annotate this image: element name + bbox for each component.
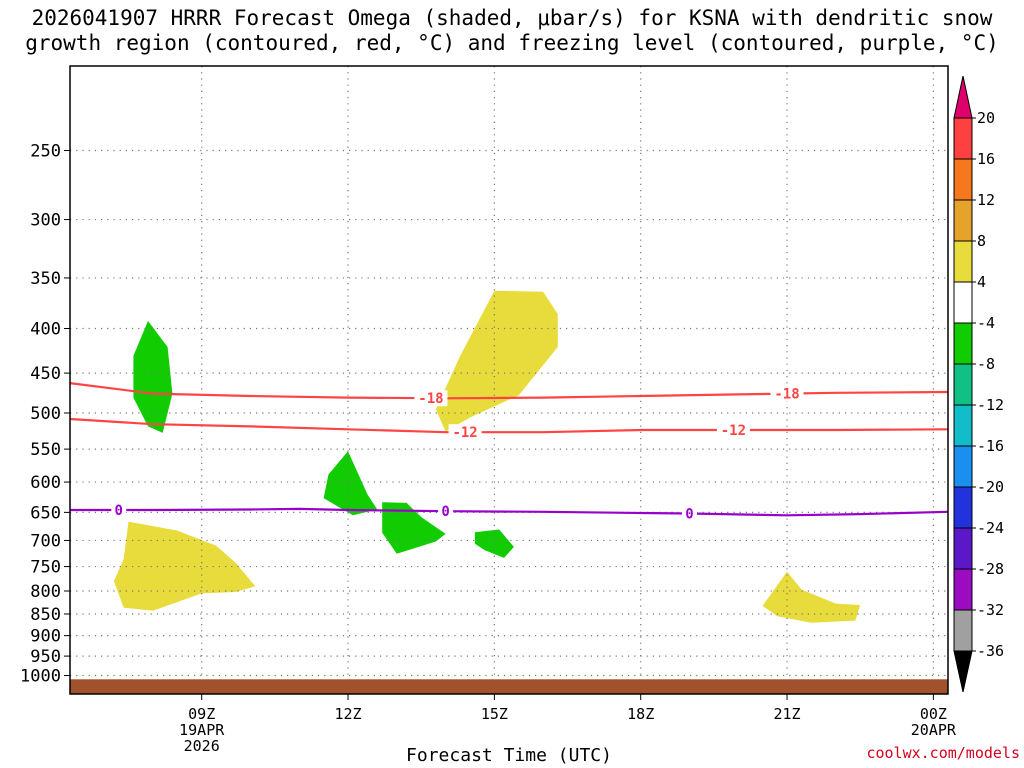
x-tick-label-09z-1: 09Z [188,705,215,723]
temperature-contours: -18 -18 -12 -12 0 0 0 [69,382,949,523]
colorbar-label-4: 8 [977,232,986,250]
contour-line-3 [70,507,949,517]
y-tick-label-600: 600 [30,473,61,493]
y-tick-label-550: 550 [30,440,61,460]
y-tick-label-750: 750 [30,558,61,578]
colorbar-bin-2 [953,158,973,201]
ground-surface [70,679,948,694]
colorbar-bin-6 [953,322,973,365]
colorbar-label-11: -24 [977,519,1004,537]
chart-title-line-2: growth region (contoured, red, °C) and f… [25,31,999,55]
omega-shading [113,290,861,623]
x-tick-label-00z-2: 20APR [911,721,957,739]
colorbar-bin-10 [953,486,973,529]
y-tick-label-850: 850 [30,605,61,625]
y-tick-label-300: 300 [30,211,61,231]
colorbar-bin-8 [953,404,973,447]
contour-label-3-3: 0 [685,507,693,523]
ground-layer [70,679,948,694]
omega-colorbar: 20 16 12 8 4 -4 -8 -12 -16 -20 -24 -28 -32 -36 [953,75,1004,693]
y-tick-label-500: 500 [30,404,61,424]
contour-label-2-2: -12 [721,423,746,439]
colorbar-bin-11 [953,527,973,570]
grid-lines [70,66,948,694]
omega-area-2 [323,451,378,516]
colorbar-label-7: -8 [977,355,995,373]
colorbar-label-3: 12 [977,191,995,209]
colorbar-label-8: -12 [977,396,1004,414]
x-tick-label-00z-1: 00Z [920,705,947,723]
omega-area-6 [113,521,256,611]
contour-label-2-1: -12 [452,425,477,441]
y-tick-label-650: 650 [30,503,61,523]
source-credit: coolwx.com/models [866,744,1020,762]
plot-frame [69,65,949,695]
colorbar-label-2: 16 [977,150,995,168]
omega-area-1 [133,320,173,433]
x-tick-label-12z-1: 12Z [334,705,361,723]
colorbar-label-5: 4 [977,273,986,291]
y-tick-label-1000: 1000 [20,667,61,687]
colorbar-bin-9 [953,445,973,488]
contour-label-1-2: -18 [774,387,799,403]
colorbar-bin-3 [953,199,973,242]
colorbar-label-14: -36 [977,642,1004,660]
contour-label-3-2: 0 [441,504,449,520]
chart-title-line-1: 2026041907 HRRR Forecast Omega (shaded, … [31,6,993,30]
omega-area-7 [762,571,861,623]
x-tick-label-09z-3: 2026 [184,737,220,755]
y-tick-label-400: 400 [30,320,61,340]
y-tick-label-950: 950 [30,647,61,667]
y-tick-label-450: 450 [30,364,61,384]
y-tick-label-350: 350 [30,269,61,289]
colorbar-label-1: 20 [977,109,995,127]
plot-border [69,65,949,695]
omega-area-5 [435,290,558,432]
y-axis-ticks: 2503003504004505005506006507007508008509… [20,142,70,687]
colorbar-label-6: -4 [977,314,995,332]
contour-label-bg-3-1 [111,502,127,519]
y-tick-label-800: 800 [30,582,61,602]
y-tick-label-250: 250 [30,142,61,162]
colorbar-label-10: -20 [977,478,1004,496]
colorbar-bottom-arrow [953,650,973,693]
colorbar-bin-7 [953,363,973,406]
chart-title: 2026041907 HRRR Forecast Omega (shaded, … [0,6,1024,56]
colorbar-label-13: -32 [977,601,1004,619]
x-tick-label-18z-1: 18Z [627,705,654,723]
contour-label-bg-3-2 [438,503,454,520]
colorbar-bin-5 [953,281,973,324]
x-axis-label: Forecast Time (UTC) [406,745,612,766]
contour-label-bg-1-1 [414,390,448,407]
y-tick-label-700: 700 [30,531,61,551]
colorbar-bin-12 [953,568,973,611]
contour-label-bg-2-1 [448,424,482,441]
y-tick-label-900: 900 [30,627,61,647]
x-tick-label-09z-2: 19APR [179,721,225,739]
x-tick-label-15z-1: 15Z [481,705,508,723]
colorbar-bin-1 [953,117,973,160]
contour-label-bg-2-2 [716,422,750,439]
colorbar-top-arrow [953,75,973,119]
colorbar-label-12: -28 [977,560,1004,578]
colorbar-bin-13 [953,609,973,652]
colorbar-label-9: -16 [977,437,1004,455]
contour-line-2 [69,417,949,434]
colorbar-bin-4 [953,240,973,283]
contour-label-bg-1-2 [770,385,804,402]
x-tick-label-21z-1: 21Z [773,705,800,723]
contour-label-3-1: 0 [115,503,123,519]
contour-label-bg-3-3 [681,505,697,522]
contour-label-1-1: -18 [418,391,443,407]
